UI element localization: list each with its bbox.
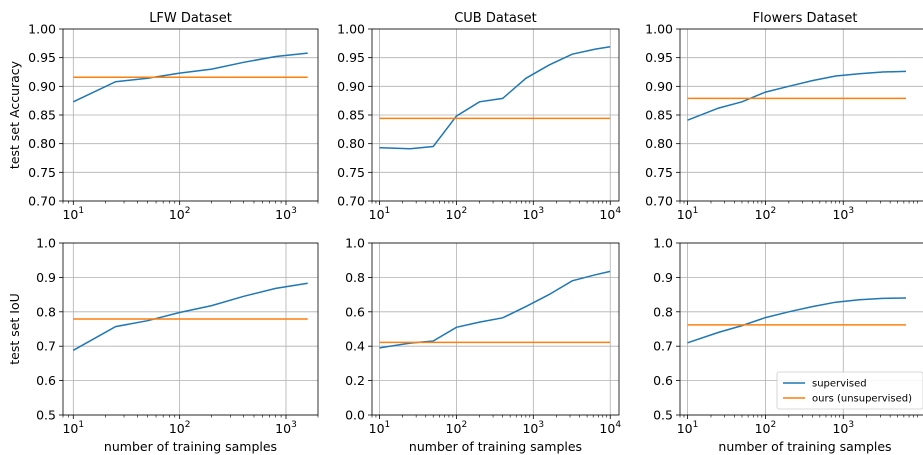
y-tick-label: 1.00 bbox=[645, 22, 673, 37]
y-tick-label: 0.70 bbox=[28, 194, 56, 209]
legend: supervised ours (unsupervised) bbox=[776, 371, 923, 410]
y-tick-label: 0.95 bbox=[28, 50, 56, 65]
subplot-title: LFW Dataset bbox=[149, 11, 232, 26]
y-tick-label: 1.0 bbox=[36, 236, 56, 251]
x-tick-label: 101 bbox=[369, 420, 391, 436]
x-tick-label: 103 bbox=[832, 420, 854, 436]
y-tick-label: 0.80 bbox=[28, 136, 56, 151]
x-tick-label: 101 bbox=[677, 420, 699, 436]
x-tick-label: 102 bbox=[755, 420, 777, 436]
x-tick-label: 102 bbox=[755, 206, 777, 222]
y-tick-label: 1.00 bbox=[28, 22, 56, 37]
y-tick-label: 0.6 bbox=[345, 304, 365, 319]
y-tick-label: 0.6 bbox=[36, 373, 56, 388]
y-tick-label: 0.95 bbox=[645, 50, 673, 65]
y-tick-label: 0.9 bbox=[653, 270, 673, 285]
subplot-1: 0.70 0.75 0.80 0.85 0.90 0.95 1.00 101 102 103 LFW… bbox=[7, 11, 319, 222]
y-tick-label: 0.0 bbox=[345, 408, 365, 423]
x-tick-label: 104 bbox=[599, 420, 621, 436]
y-axis-label: test set Accuracy bbox=[7, 60, 22, 169]
y-tick-label: 0.5 bbox=[653, 408, 673, 423]
y-tick-label: 0.6 bbox=[653, 373, 673, 388]
x-tick-label: 103 bbox=[275, 206, 297, 222]
axes-frame bbox=[62, 28, 319, 202]
y-tick-label: 0.4 bbox=[345, 339, 365, 354]
supervised-line bbox=[379, 270, 611, 349]
supervised-line bbox=[687, 70, 907, 121]
y-tick-label: 0.75 bbox=[645, 165, 673, 180]
x-tick-label: 104 bbox=[599, 206, 621, 222]
supervised-line bbox=[72, 52, 308, 103]
legend-entry: supervised bbox=[812, 379, 867, 390]
y-tick-label: 0.8 bbox=[345, 270, 365, 285]
x-tick-label: 101 bbox=[62, 420, 84, 436]
subplot-5: 0.0 0.2 0.4 0.6 0.8 1.0 101 102 103 104 number of … bbox=[345, 236, 621, 455]
y-tick-label: 0.2 bbox=[345, 373, 365, 388]
legend-frame bbox=[776, 371, 923, 410]
x-tick-label: 103 bbox=[522, 206, 544, 222]
y-tick-label: 1.0 bbox=[345, 236, 365, 251]
x-axis-label: number of training samples bbox=[409, 439, 582, 454]
y-tick-label: 0.7 bbox=[36, 339, 56, 354]
y-tick-label: 0.75 bbox=[28, 165, 56, 180]
x-tick-label: 102 bbox=[446, 206, 468, 222]
y-tick-label: 0.95 bbox=[337, 50, 365, 65]
x-tick-label: 103 bbox=[522, 420, 544, 436]
y-tick-label: 0.85 bbox=[337, 108, 365, 123]
supervised-line bbox=[72, 282, 308, 351]
y-tick-label: 0.85 bbox=[28, 108, 56, 123]
x-tick-label: 101 bbox=[369, 206, 391, 222]
y-tick-label: 0.8 bbox=[36, 304, 56, 319]
supervised-line bbox=[687, 297, 907, 344]
x-tick-label: 101 bbox=[62, 206, 84, 222]
y-tick-label: 1.00 bbox=[337, 22, 365, 37]
axes-frame bbox=[679, 242, 923, 416]
supervised-line bbox=[379, 46, 611, 150]
x-tick-label: 103 bbox=[275, 420, 297, 436]
x-tick-label: 102 bbox=[169, 206, 191, 222]
y-tick-label: 0.7 bbox=[653, 339, 673, 354]
x-axis-label: number of training samples bbox=[718, 439, 891, 454]
y-tick-label: 0.85 bbox=[645, 108, 673, 123]
y-tick-label: 0.9 bbox=[36, 270, 56, 285]
axes-frame bbox=[679, 28, 923, 202]
y-tick-label: 0.90 bbox=[337, 79, 365, 94]
x-tick-label: 103 bbox=[832, 206, 854, 222]
y-tick-label: 0.80 bbox=[337, 136, 365, 151]
y-tick-label: 0.70 bbox=[645, 194, 673, 209]
subplot-2: 0.70 0.75 0.80 0.85 0.90 0.95 1.00 101 102 103 104… bbox=[337, 11, 621, 222]
axes-frame bbox=[62, 242, 319, 416]
y-tick-label: 0.5 bbox=[36, 408, 56, 423]
legend-entry: ours (unsupervised) bbox=[812, 394, 912, 405]
subplot-title: Flowers Dataset bbox=[753, 11, 858, 26]
subplot-4: 0.5 0.6 0.7 0.8 0.9 1.0 101 102 103 test set IoU n… bbox=[7, 236, 319, 454]
axes-frame bbox=[371, 28, 620, 202]
subplot-3: 0.70 0.75 0.80 0.85 0.90 0.95 1.00 101 102 103 Flo… bbox=[645, 11, 923, 222]
subplot-6: 0.5 0.6 0.7 0.8 0.9 1.0 101 102 103 number of tra… bbox=[653, 236, 923, 454]
y-tick-label: 0.90 bbox=[645, 79, 673, 94]
axes-frame bbox=[371, 242, 620, 416]
x-tick-label: 102 bbox=[169, 420, 191, 436]
y-tick-label: 0.8 bbox=[653, 304, 673, 319]
y-tick-label: 0.70 bbox=[337, 194, 365, 209]
x-tick-label: 101 bbox=[677, 206, 699, 222]
y-tick-label: 0.90 bbox=[28, 79, 56, 94]
x-axis-label: number of training samples bbox=[104, 439, 277, 454]
y-tick-label: 0.80 bbox=[645, 136, 673, 151]
y-tick-label: 0.75 bbox=[337, 165, 365, 180]
y-axis-label: test set IoU bbox=[7, 293, 22, 365]
y-tick-label: 1.0 bbox=[653, 236, 673, 251]
subplot-title: CUB Dataset bbox=[454, 11, 537, 26]
x-tick-label: 102 bbox=[446, 420, 468, 436]
